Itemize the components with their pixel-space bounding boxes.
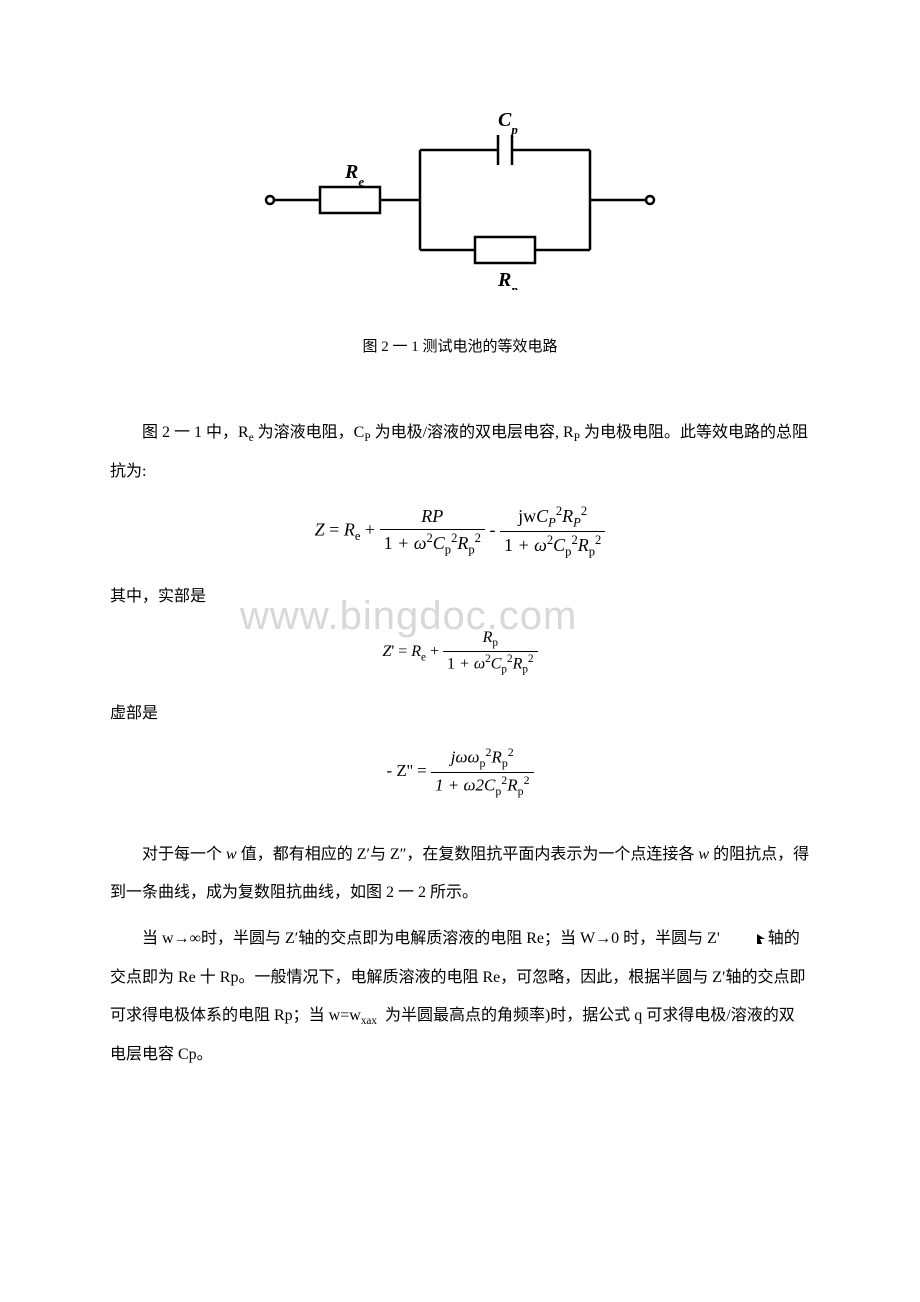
label-real-part: 其中，实部是: [110, 578, 810, 616]
label-cp: Cp: [498, 109, 518, 137]
equation-z: Z = Re + RP 1 + ω2Cp2Rp2 - jwCP2RP2 1 + …: [110, 503, 810, 560]
figure-caption: 图 2 一 1 测试电池的等效电路: [110, 331, 810, 364]
paragraph-2: 对于每一个 w 值，都有相应的 Z′与 Z″，在复数阻抗平面内表示为一个点连接各…: [110, 836, 810, 913]
page-content: Re Cp Rp 图 2 一 1 测试电池的等效电路 图 2 一 1 中，Re …: [0, 0, 920, 1162]
paragraph-1: 图 2 一 1 中，Re 为溶液电阻，CP 为电极/溶液的双电层电容, RP 为…: [110, 414, 810, 491]
circuit-diagram: Re Cp Rp: [110, 90, 810, 303]
circuit-svg: Re Cp Rp: [250, 90, 670, 290]
equation-zprime: Z' = Re + Rp 1 + ω2Cp2Rp2: [110, 628, 810, 677]
equation-zpp: - Z'' = jωωp2Rp2 1 + ω2Cp2Rp2: [110, 745, 810, 799]
cursor-icon: [724, 920, 768, 958]
label-re: Re: [344, 161, 364, 189]
label-rp: Rp: [497, 269, 518, 290]
paragraph-3: 当 w→∞时，半圆与 Z′轴的交点即为电解质溶液的电阻 Re；当 W→0 时，半…: [110, 920, 810, 1074]
label-imag-part: 虚部是: [110, 695, 810, 733]
